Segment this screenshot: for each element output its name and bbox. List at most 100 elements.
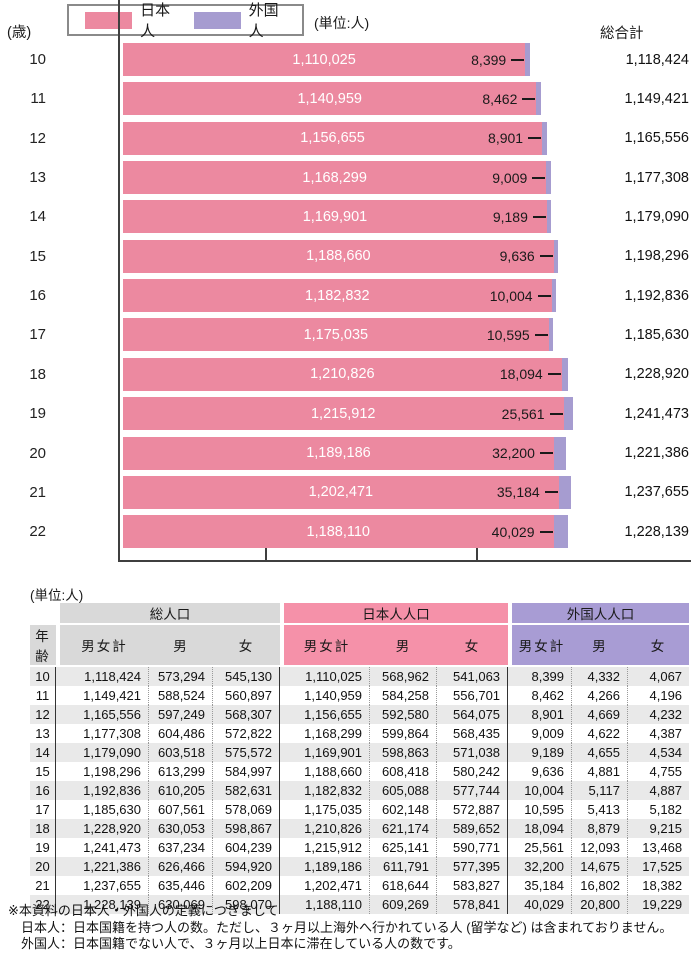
value-cell: 1,182,832	[280, 781, 371, 800]
value-cell: 571,038	[437, 743, 509, 762]
foreign-value-label: 8,399	[471, 43, 525, 76]
group-header-foreign: 外国人人口	[508, 603, 690, 625]
value-cell: 568,962	[370, 667, 438, 686]
value-cell: 35,184	[508, 876, 573, 895]
value-cell: 568,307	[213, 705, 281, 724]
bar-foreign	[561, 357, 569, 391]
value-cell: 630,053	[149, 819, 213, 838]
table-row: 11 1,149,421 588,524 560,897 1,140,959 584,25…	[30, 686, 689, 705]
bar-row: 14 1,169,901 9,189 1,179,090	[0, 200, 691, 234]
value-cell: 578,841	[437, 895, 509, 914]
value-cell: 9,215	[628, 819, 690, 838]
japanese-value-label: 1,168,299	[302, 169, 367, 186]
age-label: 14	[29, 208, 46, 226]
note-line-2: 日本人：日本国籍を持つ人の数。ただし、３ヶ月以上海外へ行かれている人 (留学など…	[21, 919, 673, 935]
value-cell: 1,140,959	[280, 686, 371, 705]
japanese-value-label: 1,140,959	[297, 90, 362, 107]
x-axis-tick	[476, 548, 478, 560]
col-header-total-male: 男	[149, 625, 213, 667]
value-cell: 1,192,836	[56, 781, 149, 800]
note-line-1: ※本資料の日本人・外国人の定義につきまして	[8, 903, 279, 918]
value-cell: 1,156,655	[280, 705, 371, 724]
value-cell: 607,561	[149, 800, 213, 819]
value-cell: 1,110,025	[280, 667, 371, 686]
bar-japanese: 1,168,299 9,009	[123, 161, 547, 195]
value-cell: 18,094	[508, 819, 573, 838]
callout-dash	[511, 58, 525, 61]
table-unit-label: (単位:人)	[30, 588, 84, 603]
note-line-3: 外国人：日本国籍でない人で、３ヶ月以上日本に滞在している人の数です。	[21, 936, 461, 951]
age-cell: 14	[30, 743, 56, 762]
total-value-label: 1,241,473	[624, 405, 689, 422]
value-cell: 572,822	[213, 724, 281, 743]
value-cell: 588,524	[149, 686, 213, 705]
value-cell: 564,075	[437, 705, 509, 724]
bar-foreign	[542, 121, 547, 155]
age-label: 19	[29, 405, 46, 423]
bar-foreign	[551, 279, 557, 313]
value-cell: 1,149,421	[56, 686, 149, 705]
bar-row: 16 1,182,832 10,004 1,192,836	[0, 279, 691, 313]
age-cell: 20	[30, 857, 56, 876]
value-cell: 1,185,630	[56, 800, 149, 819]
foreign-value-label: 8,462	[482, 82, 536, 115]
value-cell: 1,168,299	[280, 724, 371, 743]
age-cell: 11	[30, 686, 56, 705]
col-header-foreign-both: 男女計	[508, 625, 573, 667]
value-cell: 568,435	[437, 724, 509, 743]
value-cell: 577,744	[437, 781, 509, 800]
value-cell: 626,466	[149, 857, 213, 876]
grand-total-header: 総合計	[600, 26, 644, 42]
definition-notes: ※本資料の日本人・外国人の定義につきまして 日本人：日本国籍を持つ人の数。ただし…	[8, 903, 672, 953]
foreign-value-label: 32,200	[492, 437, 553, 470]
col-header-foreign-male: 男	[572, 625, 629, 667]
bar-foreign	[525, 43, 530, 76]
value-cell: 603,518	[149, 743, 213, 762]
foreign-value-label: 35,184	[497, 476, 558, 509]
value-cell: 1,177,308	[56, 724, 149, 743]
age-cell: 18	[30, 819, 56, 838]
value-cell: 1,188,660	[280, 762, 371, 781]
value-cell: 611,791	[370, 857, 438, 876]
callout-dash	[539, 452, 553, 454]
foreign-value-label: 9,636	[500, 240, 553, 273]
bar-foreign	[553, 239, 559, 273]
age-cell: 12	[30, 705, 56, 724]
bar-japanese: 1,140,959 8,462	[123, 82, 537, 116]
value-cell: 17,525	[628, 857, 690, 876]
value-cell: 578,069	[213, 800, 281, 819]
bar-foreign	[536, 82, 541, 116]
age-cell: 10	[30, 667, 56, 686]
total-value-label: 1,228,139	[624, 523, 689, 540]
value-cell: 610,205	[149, 781, 213, 800]
value-cell: 604,486	[149, 724, 213, 743]
value-cell: 604,239	[213, 838, 281, 857]
bar-japanese: 1,169,901 9,189	[123, 200, 547, 234]
bar-japanese: 1,188,660 9,636	[123, 239, 554, 273]
japanese-value-label: 1,110,025	[292, 51, 356, 68]
value-cell: 1,210,826	[280, 819, 371, 838]
total-value-label: 1,177,308	[624, 169, 689, 186]
value-cell: 541,063	[437, 667, 509, 686]
age-label: 12	[29, 129, 46, 147]
foreign-value-label: 10,004	[490, 279, 551, 312]
value-cell: 1,118,424	[56, 667, 149, 686]
value-cell: 4,232	[628, 705, 690, 724]
value-cell: 637,234	[149, 838, 213, 857]
bar-row: 15 1,188,660 9,636 1,198,296	[0, 239, 691, 273]
value-cell: 9,636	[508, 762, 573, 781]
age-cell: 21	[30, 876, 56, 895]
japanese-value-label: 1,169,901	[302, 208, 368, 225]
bar-foreign	[548, 318, 554, 352]
callout-dash	[544, 491, 558, 494]
bar-row: 21 1,202,471 35,184 1,237,655	[0, 475, 691, 509]
foreign-value-label: 25,561	[502, 397, 563, 430]
bar-japanese: 1,156,655 8,901	[123, 121, 543, 155]
age-label: 18	[29, 365, 46, 383]
value-cell: 10,595	[508, 800, 573, 819]
value-cell: 4,266	[572, 686, 629, 705]
foreign-value-label: 9,189	[493, 200, 546, 233]
value-cell: 1,175,035	[280, 800, 371, 819]
japanese-legend-swatch	[85, 11, 133, 29]
bar-foreign	[553, 515, 568, 549]
